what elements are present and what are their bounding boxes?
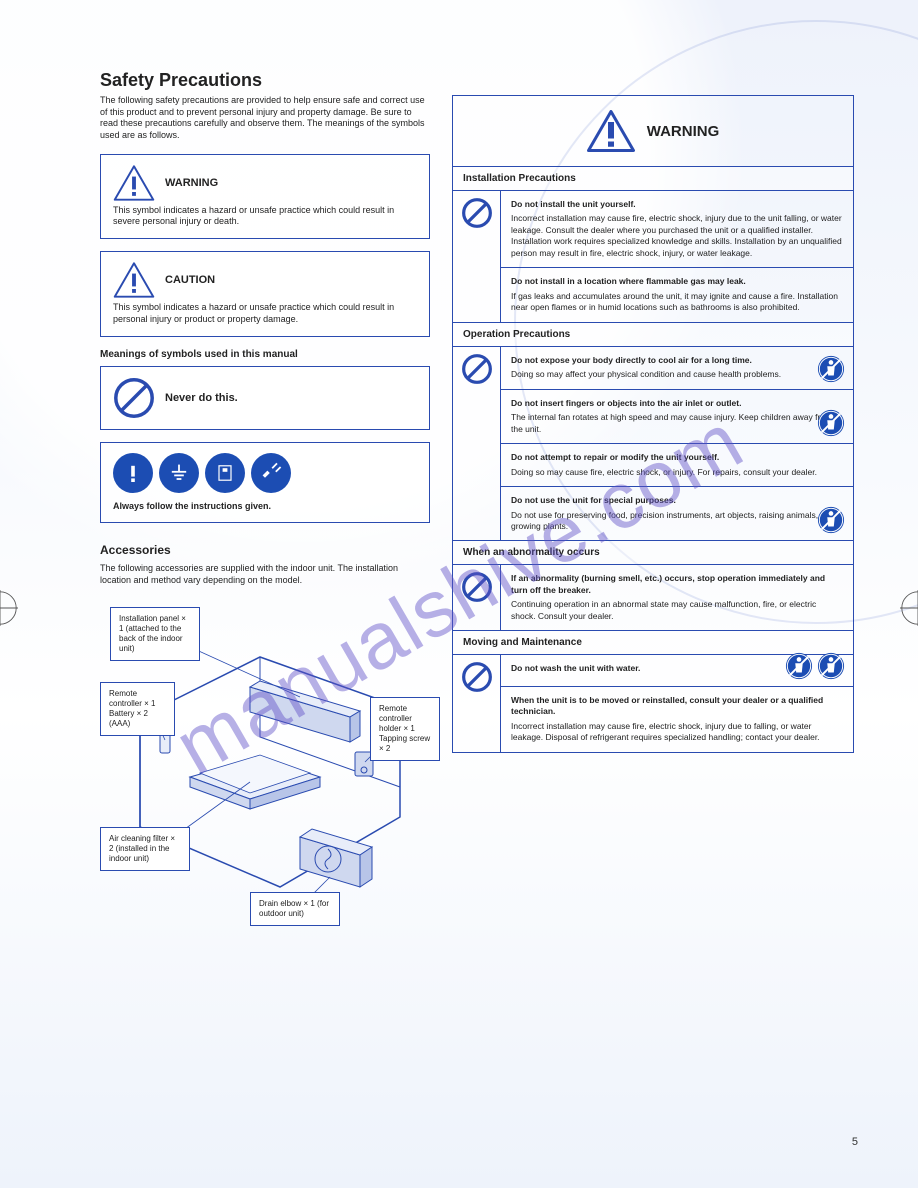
table-category: Installation Precautions xyxy=(453,167,853,191)
table-cell: If an abnormality (burning smell, etc.) … xyxy=(501,565,853,630)
prohibit-header: Never do this. xyxy=(113,377,417,419)
row-prohibit-icon xyxy=(453,655,501,751)
warning-label: WARNING xyxy=(165,177,218,189)
label-holder: Remote controller holder × 1 Tapping scr… xyxy=(370,697,440,761)
ground-icon xyxy=(159,453,199,493)
warning-header: WARNING xyxy=(113,165,417,201)
table-cell: When the unit is to be moved or reinstal… xyxy=(501,687,853,752)
label-outdoor: Drain elbow × 1 (for outdoor unit) xyxy=(250,892,340,926)
accessories-section: Accessories The following accessories ar… xyxy=(100,543,430,916)
warning-table: WARNING Installation PrecautionsDo not i… xyxy=(452,95,854,753)
mandatory-icon xyxy=(113,453,153,493)
mandatory-header xyxy=(113,453,417,493)
table-cell: Do not use the unit for special purposes… xyxy=(501,487,853,540)
caution-label: CAUTION xyxy=(165,274,215,286)
table-cell: Do not expose your body directly to cool… xyxy=(501,347,853,390)
caution-header: CAUTION xyxy=(113,262,417,298)
prohibit-box: Never do this. xyxy=(100,366,430,430)
warning-triangle-icon xyxy=(587,110,635,152)
table-header: WARNING xyxy=(453,96,853,167)
row-body: Do not wash the unit with water.When the… xyxy=(501,655,853,751)
row-prohibit-icon xyxy=(453,191,501,322)
crop-mark-left xyxy=(0,590,18,626)
mandatory-box: Always follow the instructions given. xyxy=(100,442,430,524)
table-cell: Do not wash the unit with water. xyxy=(501,655,853,686)
table-row: Do not wash the unit with water.When the… xyxy=(453,655,853,751)
warning-triangle-icon xyxy=(113,165,155,201)
section-title: Safety Precautions xyxy=(100,70,430,91)
table-category: Operation Precautions xyxy=(453,323,853,347)
prohibit-label: Never do this. xyxy=(165,392,238,404)
warning-desc: This symbol indicates a hazard or unsafe… xyxy=(113,205,417,228)
table-row: If an abnormality (burning smell, etc.) … xyxy=(453,565,853,631)
accessories-head: Accessories xyxy=(100,543,430,557)
intro-text: The following safety precautions are pro… xyxy=(100,95,430,142)
breaker-icon xyxy=(205,453,245,493)
warning-box: WARNING This symbol indicates a hazard o… xyxy=(100,154,430,239)
row-body: Do not expose your body directly to cool… xyxy=(501,347,853,541)
mandatory-label: Always follow the instructions given. xyxy=(113,501,417,513)
accessories-sub: The following accessories are supplied w… xyxy=(100,563,430,586)
prohibit-icon xyxy=(113,377,155,419)
row-prohibit-icon xyxy=(453,565,501,630)
right-column: WARNING Installation PrecautionsDo not i… xyxy=(452,95,854,753)
caution-desc: This symbol indicates a hazard or unsafe… xyxy=(113,302,417,325)
table-row: Do not expose your body directly to cool… xyxy=(453,347,853,542)
table-header-text: WARNING xyxy=(647,123,720,140)
left-column: Safety Precautions The following safety … xyxy=(100,70,430,917)
page-number: 5 xyxy=(852,1136,858,1148)
accessories-diagram: Installation panel × 1 (attached to the … xyxy=(100,597,430,917)
table-row: Do not install the unit yourself.Incorre… xyxy=(453,191,853,323)
row-body: Do not install the unit yourself.Incorre… xyxy=(501,191,853,322)
table-cell: Do not attempt to repair or modify the u… xyxy=(501,444,853,487)
table-cell: Do not insert fingers or objects into th… xyxy=(501,390,853,444)
caution-triangle-icon xyxy=(113,262,155,298)
inline-prohibit-icons xyxy=(817,506,845,534)
table-category: When an abnormality occurs xyxy=(453,541,853,565)
table-cell: Do not install the unit yourself.Incorre… xyxy=(501,191,853,268)
inline-prohibit-icons xyxy=(817,409,845,437)
caution-box: CAUTION This symbol indicates a hazard o… xyxy=(100,251,430,336)
symbols-heading: Meanings of symbols used in this manual xyxy=(100,349,430,360)
row-prohibit-icon xyxy=(453,347,501,541)
inline-prohibit-icons xyxy=(785,652,845,680)
row-body: If an abnormality (burning smell, etc.) … xyxy=(501,565,853,630)
table-body: Installation PrecautionsDo not install t… xyxy=(453,167,853,752)
label-filter: Air cleaning filter × 2 (installed in th… xyxy=(100,827,190,871)
crop-mark-right xyxy=(900,590,918,626)
table-cell: Do not install in a location where flamm… xyxy=(501,268,853,321)
label-remote: Remote controller × 1 Battery × 2 (AAA) xyxy=(100,682,175,736)
unplug-icon xyxy=(251,453,291,493)
inline-prohibit-icons xyxy=(817,355,845,383)
label-panel: Installation panel × 1 (attached to the … xyxy=(110,607,200,661)
